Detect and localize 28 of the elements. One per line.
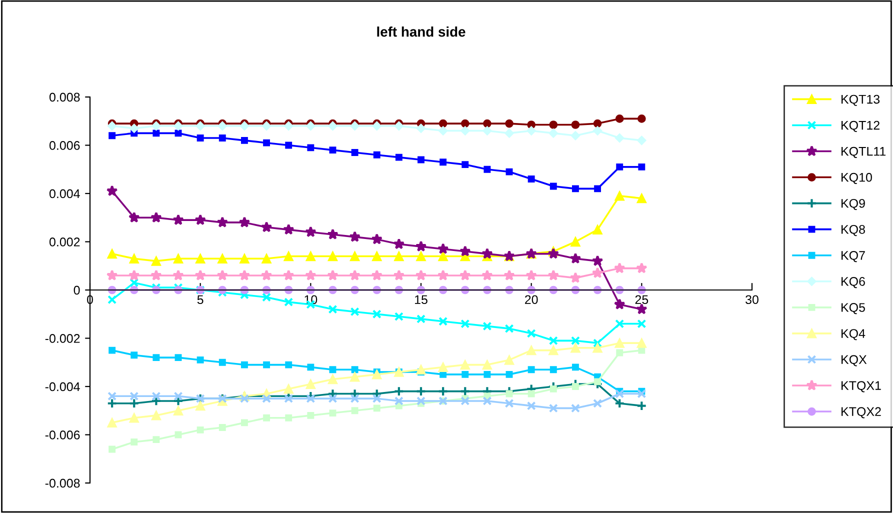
- legend-label: KQTL11: [842, 146, 886, 158]
- legend-label: KQX: [842, 355, 867, 366]
- x-tick-label: 5: [197, 295, 204, 304]
- chart-title: left hand side: [377, 26, 466, 37]
- x-tick-label: 30: [746, 295, 758, 304]
- legend-label: KQ5: [842, 303, 865, 314]
- y-tick-label: -0.004: [45, 382, 80, 392]
- legend-label: KQT12: [842, 120, 880, 132]
- y-tick-label: -0.006: [45, 430, 80, 440]
- legend-label: KTQX1: [842, 381, 881, 392]
- legend-label: KQT13: [842, 94, 880, 106]
- x-tick-label: 15: [415, 295, 428, 304]
- y-tick-label: 0.004: [49, 189, 80, 198]
- y-tick-label: 0.006: [49, 141, 80, 150]
- legend-label: KTQX2: [842, 407, 881, 418]
- legend-label: KQ4: [842, 329, 866, 340]
- legend-label: KQ9: [842, 198, 865, 210]
- legend-label: KQ7: [842, 251, 865, 262]
- legend-label: KQ6: [842, 277, 865, 288]
- y-tick-label: 0.008: [49, 92, 80, 102]
- x-tick-label: 25: [635, 295, 648, 304]
- x-tick-label: 20: [525, 295, 538, 304]
- y-tick-label: 0.002: [49, 238, 80, 246]
- y-tick-label: 0: [74, 286, 80, 295]
- y-tick-label: -0.008: [45, 478, 80, 488]
- legend-label: KQ8: [842, 224, 865, 236]
- legend-label: KQ10: [842, 172, 872, 184]
- y-tick-label: -0.002: [45, 334, 80, 343]
